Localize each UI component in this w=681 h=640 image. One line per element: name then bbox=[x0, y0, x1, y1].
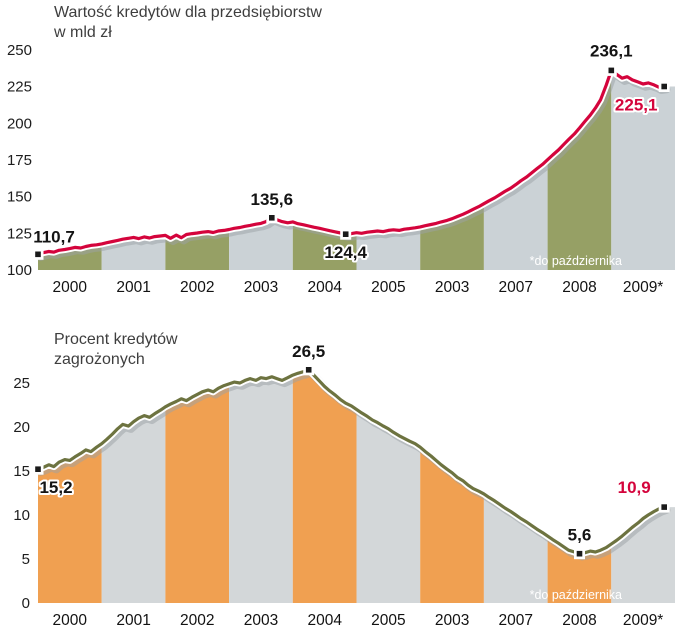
data-point-marker bbox=[342, 231, 349, 237]
data-point-label: 5,6 bbox=[568, 526, 592, 545]
data-point-label: 124,4 bbox=[324, 243, 367, 262]
y-tick-label: 200 bbox=[7, 115, 32, 132]
y-tick-label: 100 bbox=[7, 262, 32, 279]
y-tick-label: 25 bbox=[13, 375, 30, 392]
y-tick-label: 0 bbox=[22, 595, 30, 612]
chart-title: Procent kredytów zagrożonych bbox=[54, 330, 178, 370]
data-point-label: 26,5 bbox=[292, 342, 325, 361]
y-tick-label: 125 bbox=[7, 225, 32, 242]
data-point-label: 10,9 bbox=[618, 478, 651, 497]
data-point-marker bbox=[576, 550, 583, 557]
y-tick-label: 5 bbox=[22, 551, 30, 568]
data-point-marker bbox=[608, 67, 615, 74]
data-point-marker bbox=[305, 367, 312, 373]
x-tick-label: 2001 bbox=[116, 279, 150, 296]
data-point-marker bbox=[661, 83, 667, 90]
y-tick-label: 10 bbox=[13, 507, 30, 524]
y-tick-label: 250 bbox=[7, 42, 32, 59]
data-point-label: 110,7 bbox=[33, 227, 75, 246]
series-line bbox=[36, 68, 666, 256]
chart-title-line2: w mld zł bbox=[54, 24, 112, 41]
npl-percent-chart-svg: 0 5 10 15 20 25 2000 2001 2002 2003 2004 2005 2003 20… bbox=[13, 340, 675, 629]
y-tick-label: 20 bbox=[13, 419, 30, 436]
chart-loans-value: 100 125 150 175 200 225 250 2000 2001 2002 2003 200… bbox=[0, 0, 681, 312]
x-tick-label: 2005 bbox=[371, 612, 405, 629]
y-tick-label: 15 bbox=[13, 463, 30, 480]
year-stripe bbox=[483, 369, 548, 603]
x-tick-label: 2002 bbox=[180, 612, 214, 629]
loans-value-chart-svg: 100 125 150 175 200 225 250 2000 2001 2002 2003 200… bbox=[7, 39, 675, 296]
data-point-marker bbox=[661, 504, 667, 510]
data-point-marker bbox=[35, 466, 41, 472]
x-tick-label: 2007 bbox=[499, 279, 533, 296]
year-stripe bbox=[611, 70, 675, 270]
footnote: *do października bbox=[530, 588, 622, 602]
x-tick-label: 2003 bbox=[244, 279, 278, 296]
data-point-label: 236,1 bbox=[590, 41, 633, 60]
x-tick-label: 2003 bbox=[435, 612, 469, 629]
x-tick-label: 2004 bbox=[307, 612, 342, 629]
chart-npl-percent: 0 5 10 15 20 25 2000 2001 2002 2003 2004 2005 2003 20… bbox=[0, 312, 681, 640]
y-tick-label: 225 bbox=[7, 79, 32, 96]
x-tick-label: 2000 bbox=[53, 612, 88, 629]
x-tick-label: 2005 bbox=[371, 279, 405, 296]
x-tick-label: 2004 bbox=[307, 279, 342, 296]
x-tick-label: 2009* bbox=[623, 612, 664, 629]
data-point-marker bbox=[269, 215, 275, 221]
data-point-label: 225,1 bbox=[615, 96, 658, 115]
chart-title-line2: zagrożonych bbox=[54, 351, 145, 368]
x-tick-label: 2003 bbox=[435, 279, 469, 296]
x-tick-label: 2007 bbox=[499, 612, 533, 629]
year-stripe bbox=[229, 369, 293, 603]
y-tick-label: 175 bbox=[7, 152, 32, 169]
x-tick-label: 2001 bbox=[116, 612, 150, 629]
chart-title-line1: Procent kredytów bbox=[54, 331, 178, 348]
x-tick-label: 2008 bbox=[562, 612, 596, 629]
data-point-label: 15,2 bbox=[39, 478, 72, 497]
year-stripe bbox=[483, 70, 548, 270]
chart-title-line1: Wartość kredytów dla przedsiębiorstw bbox=[54, 4, 322, 21]
x-tick-label: 2000 bbox=[53, 279, 88, 296]
data-point-marker bbox=[35, 251, 41, 258]
chart-title: Wartość kredytów dla przedsiębiorstw w m… bbox=[54, 3, 322, 43]
series-line bbox=[36, 368, 666, 556]
x-tick-label: 2002 bbox=[180, 279, 214, 296]
year-stripe bbox=[356, 369, 421, 603]
footnote: *do października bbox=[530, 254, 622, 268]
year-stripe bbox=[611, 369, 675, 603]
x-tick-label: 2003 bbox=[244, 612, 278, 629]
data-point-label: 135,6 bbox=[251, 190, 294, 209]
x-tick-label: 2008 bbox=[562, 279, 596, 296]
y-tick-label: 150 bbox=[7, 189, 32, 206]
x-tick-label: 2009* bbox=[623, 279, 664, 296]
